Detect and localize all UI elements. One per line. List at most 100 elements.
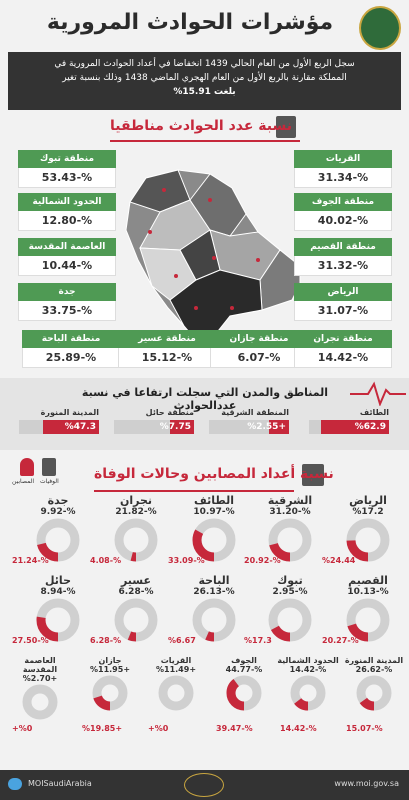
donut-item: نجران %-21.82 %-4.08: [90, 494, 174, 570]
donut-ring: [92, 675, 128, 711]
donut-item: عسير %-6.28 %-6.28: [90, 574, 174, 650]
donut-item: الطائف %-10.97 %-33.09: [168, 494, 252, 570]
region-label: منطقة الباحة %-25.89: [22, 330, 120, 370]
region-label: منطقة عسير %-15.12: [118, 330, 216, 370]
rise-bar: %62.9: [309, 420, 389, 434]
region-label: جدة %-33.75: [18, 283, 116, 323]
region-name: منطقة تبوك: [18, 150, 116, 168]
saudi-map: [125, 169, 301, 341]
donut-deaths-value: %-20.27: [322, 636, 359, 645]
rise-item: المدينة المنورة %47.3: [19, 408, 99, 448]
donut-deaths-value: %24.44: [322, 556, 356, 565]
region-name: منطقة الجوف: [294, 193, 392, 211]
injured-legend-label: المصابين: [12, 478, 35, 485]
rise-item: الطائف %62.9: [309, 408, 389, 448]
donut-name: الرياض: [349, 494, 387, 507]
region-label: منطقة تبوك %-53.43: [18, 150, 116, 190]
donut-item: جدة %-9.92 %-21.24: [12, 494, 96, 570]
donut-ring: [22, 684, 58, 720]
donut-deaths-value: %-6.28: [90, 636, 122, 645]
small-donut-name: العاصمة المقدسة: [22, 656, 58, 674]
divider: [94, 490, 294, 492]
donut-deaths-value: %-21.24: [12, 556, 49, 565]
small-donut-deaths-value: %-15.07: [346, 724, 383, 733]
donut-item: الباحة %-26.13 %6.67: [168, 574, 252, 650]
rise-band: [0, 378, 409, 450]
donut-injured-value: %-9.92: [40, 507, 76, 517]
small-donut-deaths-value: +%19.85: [82, 724, 123, 733]
donut-deaths-value: %-4.08: [90, 556, 122, 565]
donut-deaths-value: %-27.50: [12, 636, 49, 645]
rise-name: المدينة المنورة: [40, 408, 99, 417]
rise-bar-fill: [320, 420, 389, 434]
donut-injured-value: %-31.20: [269, 507, 311, 517]
donut-name: الشرقية: [267, 494, 313, 507]
small-donut-deaths-value: %-39.47: [216, 724, 253, 733]
donut-injured-value: %-2.95: [272, 587, 308, 597]
donut-deaths-value: %-20.92: [244, 556, 281, 565]
rise-name: الطائف: [359, 408, 389, 417]
rise-value: %47.3: [64, 422, 96, 432]
rise-value: %7.75: [159, 422, 191, 432]
donut-injured-value: %-10.13: [347, 587, 389, 597]
region-value: %-40.02: [294, 211, 392, 231]
region-label: منطقة جازان %-6.07: [210, 330, 308, 370]
rise-bar-fill: [43, 420, 99, 434]
intro-line-2: المملكة مقارنة بالربع الأول من العام اله…: [62, 73, 347, 83]
region-label: الحدود الشمالية %-12.80: [18, 193, 116, 233]
donut-injured-value: %-6.28: [118, 587, 154, 597]
small-donut-name: الحدود الشمالية: [277, 656, 339, 665]
rise-name: منطقة حائل: [145, 408, 194, 417]
donut-name: حائل: [44, 574, 71, 587]
rise-value: %62.9: [354, 422, 386, 432]
region-value: %-31.32: [294, 256, 392, 276]
deaths-legend-label: الوفيات: [40, 478, 59, 485]
region-name: الحدود الشمالية: [18, 193, 116, 211]
donut-name: عسير: [120, 574, 152, 587]
intro-box: سجل الربع الأول من العام الحالي 1439 انخ…: [8, 52, 401, 110]
rise-item: منطقة حائل %7.75: [114, 408, 194, 448]
donut-ring: [268, 518, 312, 562]
region-name: الرياض: [294, 283, 392, 301]
rise-bar: +%2.55: [209, 420, 289, 434]
small-donut-deaths-value: %0+: [148, 724, 169, 733]
region-name: منطقة عسير: [118, 330, 216, 348]
small-donut-deaths-value: %-14.42: [280, 724, 317, 733]
twitter-handle[interactable]: MOISaudiArabia: [28, 779, 92, 788]
small-donut-item: العاصمة المقدسة +%2.70 %0+: [8, 656, 72, 742]
donut-name: جدة: [47, 494, 69, 507]
regions-map-area: [0, 140, 409, 370]
small-donut-injured-value: %-26.62: [355, 665, 393, 674]
donut-ring: [158, 675, 194, 711]
donut-deaths-value: %17.3: [244, 636, 272, 645]
small-donut-injured-value: %-44.77: [225, 665, 263, 674]
twitter-icon: [8, 778, 22, 790]
region-value: %-53.43: [18, 168, 116, 188]
small-donut-name: الجوف: [231, 656, 257, 665]
region-value: %-31.07: [294, 301, 392, 321]
donut-name: تبوك: [277, 574, 303, 587]
region-label: الرياض %-31.07: [294, 283, 392, 323]
donut-ring: [114, 518, 158, 562]
small-donut-injured-value: +%2.70: [22, 674, 58, 683]
footer-emblem-icon: [184, 773, 224, 797]
rise-bar-fill: [268, 420, 289, 434]
section-rise-title: المناطق والمدن التي سجلت ارتفاعا في نسبة…: [81, 386, 329, 412]
donut-ring: [36, 518, 80, 562]
rise-bar: %47.3: [19, 420, 99, 434]
ministry-emblem-icon: [359, 6, 401, 50]
donut-name: نجران: [119, 494, 153, 507]
rise-bar: %7.75: [114, 420, 194, 434]
small-donut-name: المدينة المنورة: [344, 656, 404, 665]
region-name: منطقة جازان: [210, 330, 308, 348]
region-name: العاصمة المقدسة: [18, 238, 116, 256]
region-label: القريات %-31.34: [294, 150, 392, 190]
document-icon: [276, 116, 296, 138]
donut-ring: [36, 598, 80, 642]
donut-injured-value: %-26.13: [193, 587, 235, 597]
donut-item: الرياض %17.2 %24.44: [322, 494, 406, 570]
small-donut-item: جازان +%11.95 +%19.85: [78, 656, 142, 742]
deaths-legend-icon: [42, 458, 56, 476]
region-name: جدة: [18, 283, 116, 301]
website-link[interactable]: www.moi.gov.sa: [334, 779, 399, 788]
